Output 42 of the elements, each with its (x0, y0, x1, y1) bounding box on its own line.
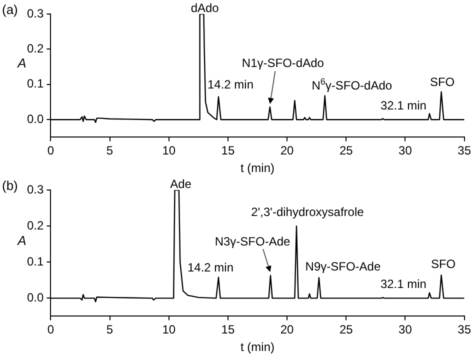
y-tick-label: 0.3 (26, 182, 44, 196)
annotation: 32.1 min (380, 276, 426, 291)
x-tick-label: 25 (339, 144, 354, 158)
annotation: SFO (430, 257, 456, 272)
x-tick-label: 25 (339, 322, 354, 337)
annotation: 32.1 min (380, 98, 426, 113)
x-tick-label: 35 (458, 322, 472, 337)
y-tick-label: 0.2 (26, 42, 44, 56)
annotation: Ade (170, 177, 192, 191)
annotation: SFO (430, 74, 455, 89)
y-tick-label: 0.2 (26, 218, 44, 232)
y-tick-label: 0.3 (26, 6, 44, 20)
x-tick-label: 5 (106, 144, 114, 158)
annotation: 14.2 min (207, 78, 254, 92)
x-axis-title: t (min) (240, 161, 275, 176)
text: (b) (2, 178, 18, 193)
x-tick-label: 10 (162, 144, 176, 158)
annotation: N3γ-SFO-Ade (214, 234, 291, 248)
annotation: 2',3'-dihydroxysafrole (251, 205, 364, 220)
y-axis-title: A (16, 233, 26, 248)
x-tick-label: 30 (398, 322, 412, 337)
y-tick-label: 0.0 (26, 290, 44, 304)
annotation: dAdo (190, 1, 220, 15)
y-axis-title: A (16, 56, 26, 71)
x-tick-label: 30 (398, 144, 412, 158)
y-tick-label: 0.1 (26, 254, 44, 268)
x-tick-label: 20 (280, 322, 294, 337)
x-tick-label: 5 (106, 322, 114, 337)
annotation: N9γ-SFO-Ade (305, 260, 381, 274)
annotation: 14.2 min (187, 260, 234, 274)
annotation: N1γ-SFO-dAdo (242, 56, 324, 70)
x-tick-label: 20 (280, 144, 294, 158)
x-tick-label: 10 (162, 322, 176, 337)
x-tick-label: 15 (221, 322, 235, 337)
x-tick-label: 0 (47, 144, 54, 158)
text: (a) (2, 2, 18, 17)
x-tick-label: 0 (47, 322, 54, 337)
y-tick-label: 0.0 (26, 112, 44, 126)
y-tick-label: 0.1 (26, 76, 44, 91)
x-tick-label: 15 (221, 144, 235, 158)
x-axis-title: t (min) (240, 340, 275, 354)
x-tick-label: 35 (458, 144, 472, 158)
